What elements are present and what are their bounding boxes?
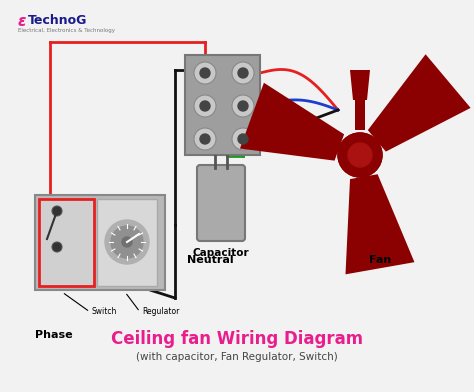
Text: (with capacitor, Fan Regulator, Switch): (with capacitor, Fan Regulator, Switch): [136, 352, 338, 362]
Text: Ceiling fan Wiring Diagram: Ceiling fan Wiring Diagram: [111, 330, 363, 348]
Text: Fan: Fan: [369, 255, 391, 265]
Circle shape: [338, 133, 382, 177]
Polygon shape: [350, 70, 370, 100]
Circle shape: [105, 220, 149, 264]
Text: Capacitor: Capacitor: [193, 248, 249, 258]
Text: ε: ε: [18, 14, 27, 29]
Polygon shape: [240, 83, 344, 161]
Polygon shape: [346, 174, 414, 274]
Circle shape: [238, 134, 248, 144]
Circle shape: [232, 95, 254, 117]
Text: TechnoG: TechnoG: [28, 14, 87, 27]
Circle shape: [232, 62, 254, 84]
Circle shape: [52, 242, 62, 252]
Text: Neutral: Neutral: [187, 255, 234, 265]
Circle shape: [232, 128, 254, 150]
Circle shape: [194, 62, 216, 84]
Bar: [355, 100, 365, 130]
Bar: [97, 199, 157, 286]
Circle shape: [194, 95, 216, 117]
Circle shape: [200, 68, 210, 78]
Bar: [185, 55, 260, 155]
Circle shape: [338, 133, 382, 177]
Bar: [39, 199, 94, 286]
Text: Electrical, Electronics & Technology: Electrical, Electronics & Technology: [18, 28, 115, 33]
Text: Phase: Phase: [35, 330, 73, 340]
Circle shape: [122, 237, 132, 247]
Bar: [35, 195, 165, 290]
Circle shape: [111, 226, 143, 258]
Circle shape: [348, 143, 372, 167]
FancyBboxPatch shape: [197, 165, 245, 241]
Text: Switch: Switch: [92, 307, 118, 316]
Polygon shape: [368, 54, 471, 152]
Circle shape: [348, 143, 372, 167]
Circle shape: [200, 101, 210, 111]
Circle shape: [200, 134, 210, 144]
Circle shape: [238, 68, 248, 78]
Circle shape: [238, 101, 248, 111]
Circle shape: [194, 128, 216, 150]
Text: Regulator: Regulator: [142, 307, 179, 316]
Circle shape: [52, 206, 62, 216]
